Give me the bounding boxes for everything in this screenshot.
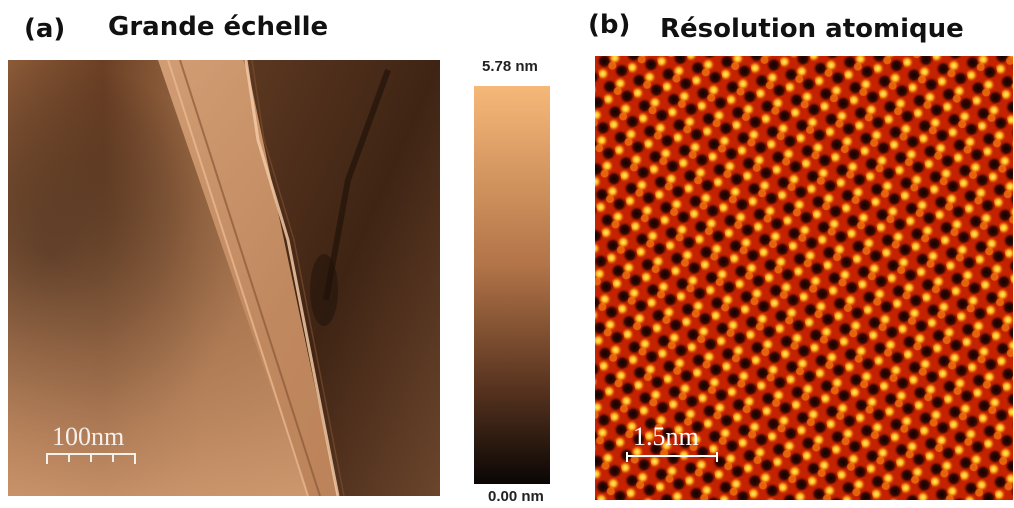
panel-a-scale-label: 100nm bbox=[52, 422, 125, 451]
panel-b-scale-bar bbox=[626, 452, 718, 462]
panel-b-letter: (b) bbox=[588, 10, 631, 40]
panel-a-scale-bar bbox=[46, 453, 136, 464]
panel-b-title: Résolution atomique bbox=[660, 14, 964, 44]
afm-topography-svg bbox=[8, 60, 440, 496]
atomic-lattice-image bbox=[595, 56, 1013, 500]
height-colorbar bbox=[474, 86, 550, 484]
panel-a-title: Grande échelle bbox=[108, 12, 329, 42]
colorbar-max-label: 5.78 nm bbox=[482, 58, 538, 75]
colorbar-min-label: 0.00 nm bbox=[488, 488, 544, 505]
panel-b-scale-label: 1.5nm bbox=[633, 422, 699, 451]
atomic-lattice-svg bbox=[595, 56, 1013, 500]
afm-topography-image bbox=[8, 60, 440, 496]
height-colorbar-gradient bbox=[474, 86, 550, 484]
panel-a-letter: (a) bbox=[24, 14, 66, 44]
